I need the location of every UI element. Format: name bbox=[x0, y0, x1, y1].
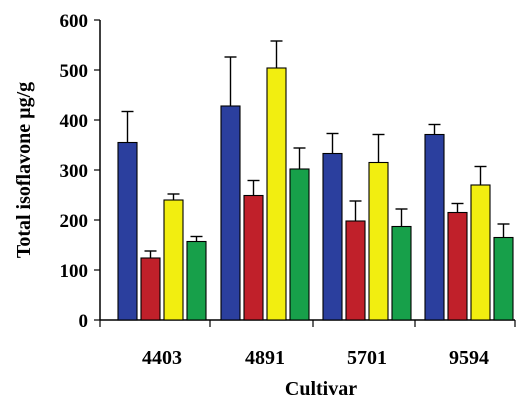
x-tick-label-4891: 4891 bbox=[245, 347, 285, 369]
y-tick-label: 0 bbox=[79, 311, 89, 332]
bar-5701-series-4 bbox=[391, 225, 412, 321]
bar-9594-series-3 bbox=[470, 184, 491, 321]
x-tick-label-9594: 9594 bbox=[449, 347, 489, 369]
bar-4891-series-3 bbox=[266, 67, 287, 321]
x-tick-label-4403: 4403 bbox=[142, 347, 182, 369]
plot-area: 0 100 200 300 400 500 600 4403 4891 5701 9594 bbox=[60, 11, 516, 369]
bar-4891-series-1 bbox=[220, 105, 241, 321]
bar-9594-series-1 bbox=[424, 133, 445, 321]
x-tick-label-5701: 5701 bbox=[347, 347, 387, 369]
bar-5701-series-3 bbox=[368, 161, 389, 321]
y-tick-label: 100 bbox=[60, 261, 89, 282]
bar-4403-series-2 bbox=[140, 257, 161, 321]
bar-4403-series-1 bbox=[117, 141, 138, 321]
y-tick-label: 200 bbox=[60, 211, 89, 232]
bar-4403-series-4 bbox=[186, 240, 207, 321]
bar-4891-series-2 bbox=[243, 194, 264, 321]
y-tick-label: 400 bbox=[60, 111, 89, 132]
y-tick-label: 300 bbox=[60, 161, 89, 182]
bar-4891-series-4 bbox=[289, 168, 310, 321]
x-axis-title: Cultivar bbox=[285, 378, 357, 400]
bar-5701-series-2 bbox=[345, 220, 366, 321]
bar-5701-series-1 bbox=[322, 152, 343, 321]
y-tick-label: 600 bbox=[60, 11, 89, 32]
y-tick-label: 500 bbox=[60, 61, 89, 82]
y-axis-title: Total isoflavone µg/g bbox=[13, 82, 35, 258]
bar-9594-series-4 bbox=[493, 236, 514, 321]
bar-4403-series-3 bbox=[163, 199, 184, 321]
bar-9594-series-2 bbox=[447, 211, 468, 321]
